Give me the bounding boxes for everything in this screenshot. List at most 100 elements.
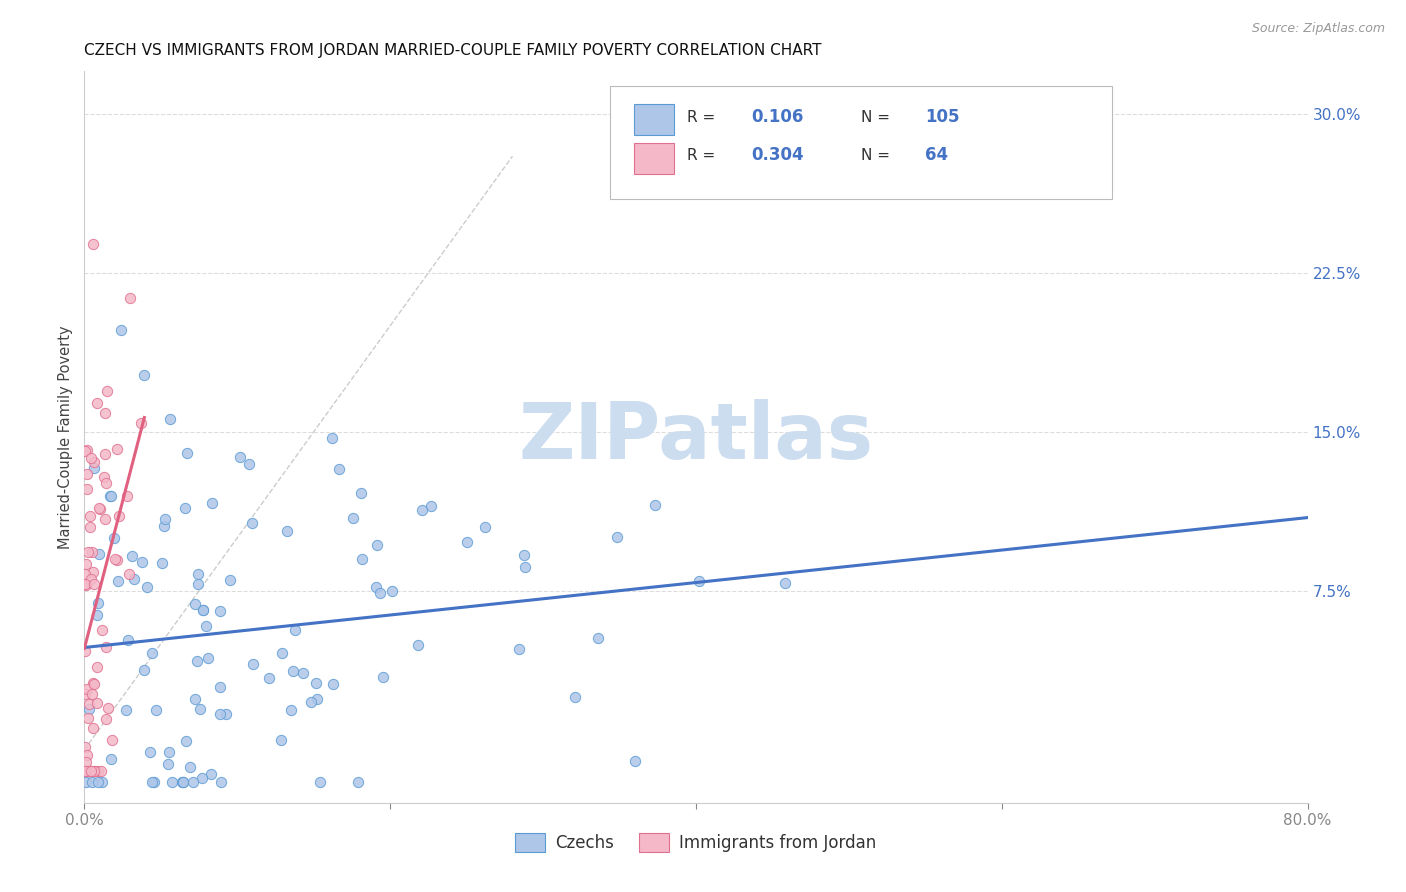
Point [77,710,100,724]
Point [141,774,163,789]
Point [200,767,222,781]
Point [83,764,105,778]
Point [76,467,98,482]
Point [86,607,108,622]
Point [117,632,139,647]
Point [132,663,155,677]
Point [606,530,628,544]
Point [229,450,252,465]
Text: ZIPatlas: ZIPatlas [519,399,873,475]
Legend: Czechs, Immigrants from Jordan: Czechs, Immigrants from Jordan [508,824,884,860]
Text: N =: N = [860,110,896,125]
Point [242,516,264,531]
Point [75,774,97,789]
Point [209,680,232,694]
Point [75,755,97,769]
Point [644,499,666,513]
Point [352,552,374,566]
Point [77,698,100,712]
Point [82,545,104,559]
Text: 0.304: 0.304 [751,146,804,164]
Point [153,519,176,533]
Point [79,509,101,524]
Point [118,566,141,581]
Point [131,416,153,430]
Point [172,774,194,789]
Point [150,556,173,570]
Point [162,774,184,789]
Point [371,670,394,684]
Point [515,560,537,574]
Point [96,475,118,490]
Point [187,566,209,581]
Point [83,577,105,591]
Text: 64: 64 [925,146,948,164]
Point [89,501,111,516]
Point [75,578,97,592]
Point [79,520,101,534]
Point [184,691,207,706]
Point [75,557,97,571]
Point [139,745,162,759]
Point [201,496,224,510]
Point [474,519,496,533]
Point [156,757,179,772]
Point [208,706,231,721]
Point [184,597,207,611]
Point [131,555,153,569]
Point [242,657,264,672]
Point [76,681,98,696]
Point [176,446,198,460]
Point [98,489,121,503]
Point [80,687,103,701]
Point [93,470,115,484]
Point [87,596,110,610]
Point [89,500,111,515]
Point [122,572,145,586]
Point [215,706,238,721]
Point [76,482,98,496]
Point [100,752,122,766]
Point [101,733,124,747]
Point [103,551,125,566]
Point [299,695,322,709]
Point [172,774,194,789]
Point [110,323,132,337]
Point [209,774,232,789]
Point [80,764,103,778]
Point [76,443,98,458]
Point [257,672,280,686]
Point [115,703,138,717]
Point [193,603,215,617]
Point [82,236,104,251]
Text: R =: R = [688,110,720,125]
Point [94,512,117,526]
Point [80,764,103,778]
Point [82,721,104,735]
Point [75,443,97,458]
Point [188,702,211,716]
Point [96,384,118,398]
Point [219,573,242,587]
FancyBboxPatch shape [634,104,673,135]
Point [157,745,180,759]
Point [120,291,142,305]
Text: CZECH VS IMMIGRANTS FROM JORDAN MARRIED-COUPLE FAMILY POVERTY CORRELATION CHART: CZECH VS IMMIGRANTS FROM JORDAN MARRIED-… [84,43,823,58]
Text: Source: ZipAtlas.com: Source: ZipAtlas.com [1251,22,1385,36]
Point [368,586,391,600]
Point [107,574,129,588]
Point [94,406,117,420]
Point [75,740,97,755]
Point [183,774,205,789]
Point [87,547,110,561]
Point [321,431,343,445]
Point [305,676,328,690]
Point [186,655,208,669]
Point [132,368,155,382]
Point [83,455,105,469]
Point [86,774,108,789]
Point [322,677,344,691]
Point [586,631,609,645]
Point [366,539,388,553]
Point [77,702,100,716]
